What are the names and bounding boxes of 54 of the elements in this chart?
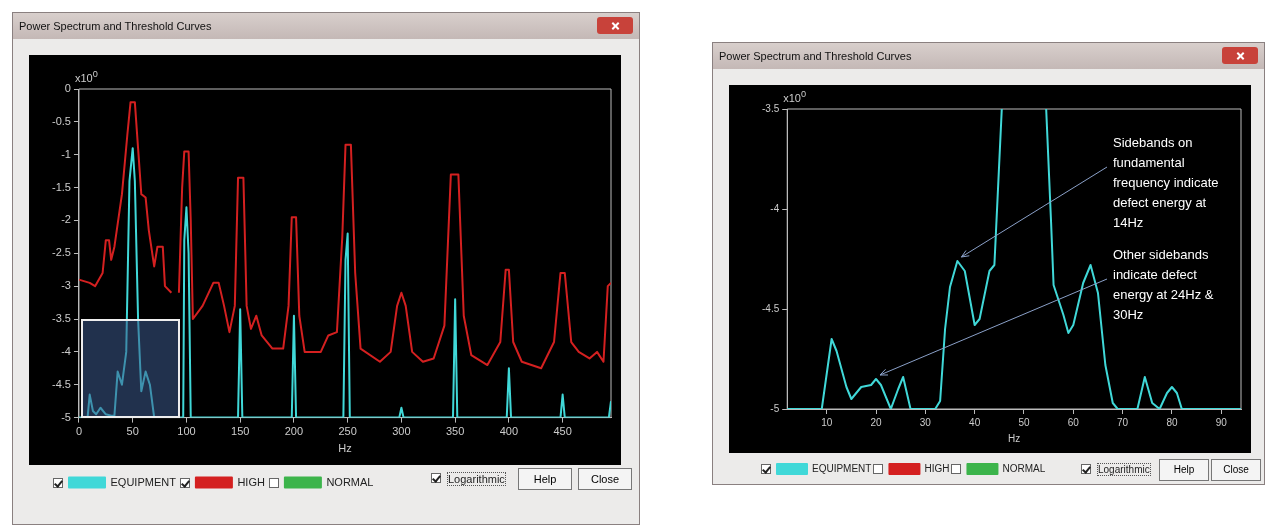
x-tick-label: 100 (177, 425, 196, 438)
x-tick-label: 30 (919, 416, 932, 428)
text: Help (1159, 459, 1209, 481)
chart-title: Power Spectrum and Threshold Curves (13, 13, 639, 39)
x-tick-label: 400 (499, 425, 519, 438)
text: Close (578, 468, 632, 490)
y-tick-label: -4.5 (762, 302, 780, 314)
x-tick-label: 70 (1117, 416, 1129, 428)
y-tick-label: -4 (61, 344, 71, 357)
y-tick-label: 0 (64, 82, 71, 95)
text: Close (1211, 459, 1261, 481)
x-tick-label: 200 (284, 425, 304, 438)
legend-label: EQUIPMENT (812, 462, 872, 474)
y-axis-title: x10$^{0}$ (74, 69, 98, 84)
legend-label: EQUIPMENT (110, 475, 177, 488)
text: Logarithmic (447, 472, 506, 486)
y-tick-label: -2.5 (51, 246, 71, 259)
x-tick-label: 90 (1215, 416, 1228, 428)
x-tick-label: 350 (445, 425, 465, 438)
y-tick-label: -5 (61, 410, 71, 423)
annotation: Other sidebands indicate defect energy at 24Hz & 30Hz (1113, 247, 1214, 323)
legend-label: NORMAL (326, 475, 374, 488)
x-tick-label: 60 (1067, 416, 1080, 428)
y-tick-label: -2 (61, 213, 71, 226)
x-tick-label: 80 (1166, 416, 1178, 428)
text: Logarithmic (1097, 463, 1151, 476)
y-tick-label: -1.5 (51, 180, 71, 193)
legend-label: NORMAL (1002, 462, 1046, 474)
legend-label: HIGH (924, 462, 950, 474)
x-tick-label: 40 (969, 416, 981, 428)
y-tick-label: -3 (61, 279, 71, 292)
y-tick-label: -3.5 (762, 102, 780, 114)
x-tick-label: 50 (126, 425, 139, 438)
y-axis-title: x10$^{0}$ (783, 89, 807, 104)
y-tick-label: -3.5 (51, 312, 71, 325)
y-tick-label: -1 (61, 147, 71, 160)
legend-label: HIGH (237, 475, 265, 488)
x-tick-label: 0 (75, 425, 83, 438)
y-tick-label: -4 (770, 202, 780, 214)
x-tick-label: 300 (392, 425, 411, 438)
x-tick-label: 10 (821, 416, 833, 428)
x-tick-label: 150 (231, 425, 250, 438)
y-tick-label: -4.5 (51, 377, 71, 390)
x-tick-label: 20 (870, 416, 883, 428)
x-tick-label: 250 (338, 425, 357, 438)
chart-title: Power Spectrum and Threshold Curves (713, 43, 1264, 69)
x-axis-title: Hz (338, 442, 352, 455)
y-tick-label: -5 (770, 402, 780, 414)
text: Help (518, 468, 572, 490)
y-tick-label: -0.5 (51, 114, 71, 127)
x-tick-label: 50 (1018, 416, 1030, 428)
annotation: Sidebands on fundamental frequency indicate defect energy at 14Hz (1113, 135, 1219, 231)
x-tick-label: 450 (553, 425, 572, 438)
x-axis-title: Hz (1008, 432, 1021, 444)
